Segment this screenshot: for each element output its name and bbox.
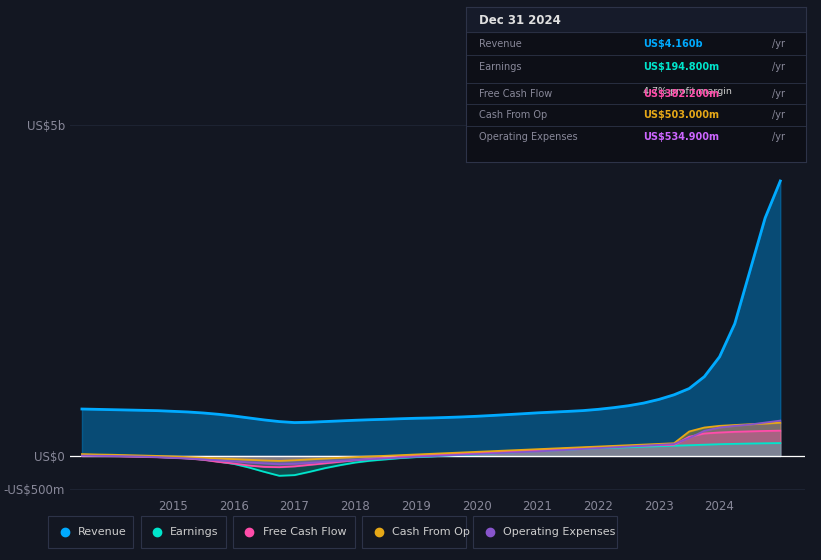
Text: /yr: /yr (772, 62, 785, 72)
Text: Operating Expenses: Operating Expenses (479, 132, 578, 142)
Text: /yr: /yr (772, 89, 785, 99)
Text: Free Cash Flow: Free Cash Flow (263, 528, 346, 537)
Text: 4.7% profit margin: 4.7% profit margin (643, 87, 732, 96)
Text: Earnings: Earnings (171, 528, 219, 537)
Text: Revenue: Revenue (479, 39, 522, 49)
Text: US$534.900m: US$534.900m (643, 132, 718, 142)
Text: Cash From Op: Cash From Op (392, 528, 470, 537)
Text: US$4.160b: US$4.160b (643, 39, 702, 49)
Text: /yr: /yr (772, 132, 785, 142)
Text: Dec 31 2024: Dec 31 2024 (479, 14, 561, 27)
Text: Cash From Op: Cash From Op (479, 110, 548, 120)
Text: Earnings: Earnings (479, 62, 521, 72)
Text: Revenue: Revenue (78, 528, 126, 537)
Text: US$503.000m: US$503.000m (643, 110, 718, 120)
Text: Operating Expenses: Operating Expenses (502, 528, 615, 537)
Text: US$382.200m: US$382.200m (643, 89, 719, 99)
Text: US$194.800m: US$194.800m (643, 62, 719, 72)
Text: /yr: /yr (772, 110, 785, 120)
Bar (466, 7, 806, 32)
Text: Free Cash Flow: Free Cash Flow (479, 89, 553, 99)
Text: /yr: /yr (772, 39, 785, 49)
